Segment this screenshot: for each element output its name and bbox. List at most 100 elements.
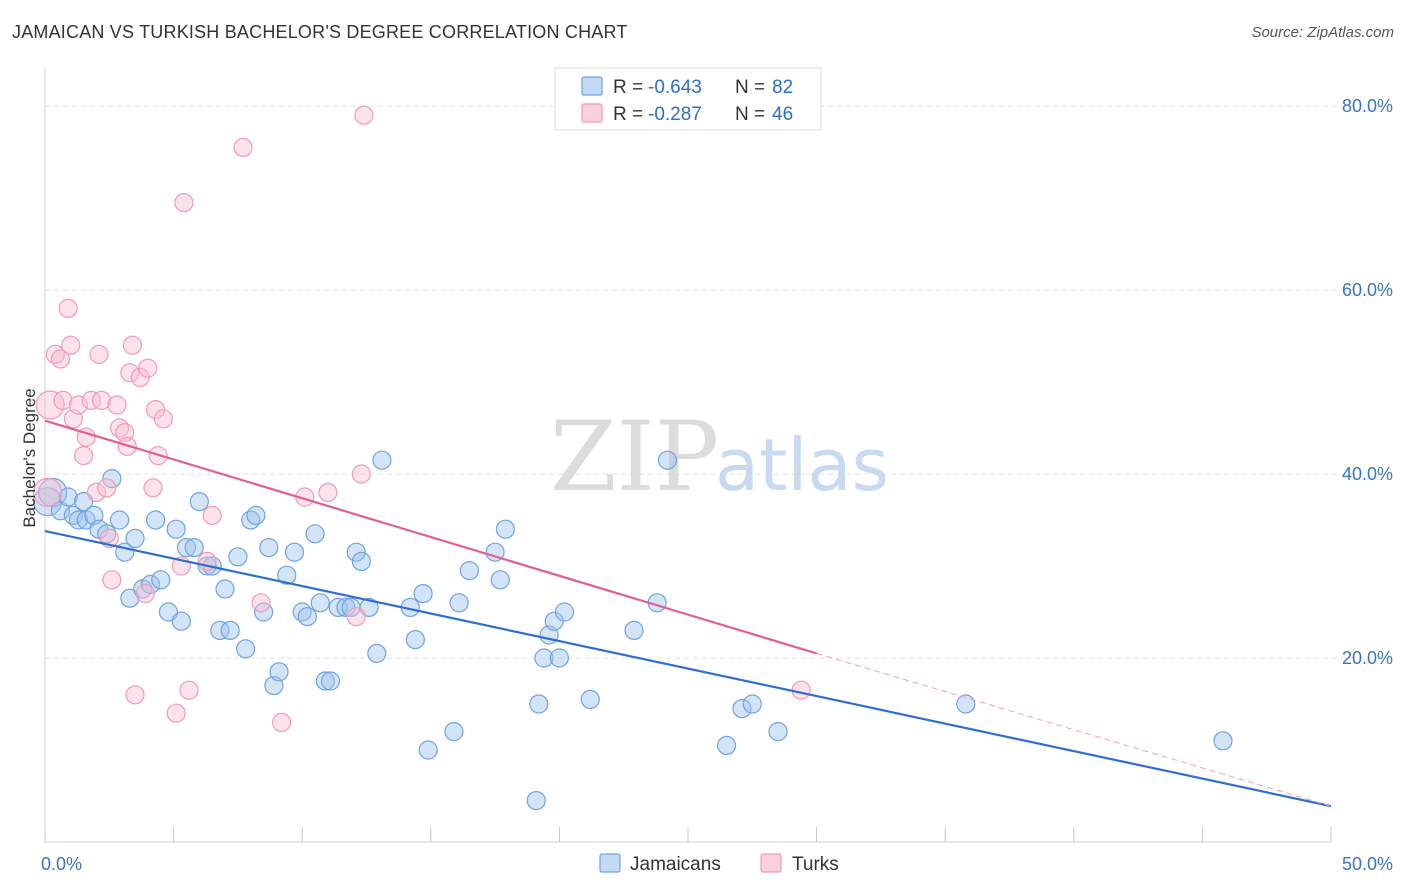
jamaicans-point-5: [68, 510, 89, 530]
jamaicans-point-53: [367, 643, 387, 664]
y-tick-label-0: 20.0%: [1342, 648, 1393, 668]
jamaicans-point-19: [151, 570, 171, 590]
turks-point-42: [318, 482, 338, 502]
jamaicans-point-76: [716, 735, 737, 756]
turks-point-35: [179, 680, 199, 700]
jamaicans-point-72: [580, 689, 600, 710]
jamaicans-point-54: [372, 450, 392, 470]
jamaicans-point-22: [171, 611, 191, 631]
jamaicans-point-58: [418, 740, 438, 760]
source-label: Source: ZipAtlas.com: [1251, 24, 1394, 41]
jamaicans-r-label: R =: [613, 77, 643, 98]
jamaicans-point-17: [140, 574, 161, 595]
turks-trendline-2: [816, 652, 1332, 807]
jamaicans-point-71: [554, 602, 575, 622]
series-legend: Jamaicans Turks: [599, 853, 839, 875]
y-tick-label-2: 60.0%: [1342, 280, 1393, 300]
jamaicans-point-39: [277, 565, 297, 585]
jamaicans-point-36: [259, 537, 279, 558]
jamaicans-point-18: [145, 510, 166, 530]
turks-point-45: [354, 105, 374, 125]
jamaicans-point-44: [310, 593, 330, 613]
jamaicans-point-70: [549, 648, 570, 668]
jamaicans-series-label: Jamaicans: [630, 854, 721, 875]
x-tick-label-1: 50.0%: [1342, 854, 1393, 874]
y-axis-title: Bachelor's Degree: [20, 388, 39, 527]
y-tick-labels: 20.0% 40.0% 60.0% 80.0%: [1342, 96, 1393, 668]
turks-point-28: [143, 478, 163, 498]
jamaicans-point-15: [125, 528, 145, 549]
turks-point-43: [346, 606, 366, 627]
jamaicans-point-64: [495, 519, 515, 539]
jamaicans-point-60: [449, 593, 469, 613]
y-tick-label-3: 80.0%: [1342, 96, 1393, 116]
turks-point-38: [233, 137, 253, 157]
turks-point-46: [791, 680, 811, 700]
jamaicans-point-46: [320, 671, 341, 691]
turks-r-value: -0.287: [648, 104, 702, 125]
turks-point-3: [50, 349, 71, 369]
jamaicans-point-34: [246, 505, 266, 526]
turks-point-39: [251, 593, 271, 613]
jamaicans-point-59: [444, 721, 464, 742]
trendlines: [44, 419, 1332, 808]
turks-point-22: [120, 363, 140, 383]
turks-trendline-1: [44, 419, 817, 655]
turks-legend-swatch: [581, 103, 603, 123]
turks-point-26: [135, 583, 155, 604]
jamaicans-series-swatch: [599, 853, 621, 873]
jamaicans-point-23: [176, 537, 197, 558]
jamaicans-point-77: [732, 698, 752, 719]
turks-point-12: [86, 482, 107, 502]
jamaicans-n-value: 82: [772, 77, 793, 98]
jamaicans-point-66: [529, 694, 549, 714]
turks-point-23: [122, 335, 143, 355]
jamaicans-point-61: [459, 560, 479, 581]
turks-point-11: [81, 390, 101, 410]
jamaicans-point-81: [1213, 731, 1233, 751]
jamaicans-point-50: [346, 542, 366, 562]
turks-point-37: [202, 505, 222, 526]
turks-series-label: Turks: [792, 854, 839, 875]
turks-point-31: [153, 409, 173, 429]
jamaicans-point-51: [351, 551, 371, 572]
jamaicans-point-12: [109, 510, 130, 530]
jamaicans-point-45: [315, 671, 335, 691]
jamaicans-trendline-0: [44, 529, 1332, 808]
jamaicans-r-value: -0.643: [648, 77, 702, 98]
jamaicans-point-65: [526, 790, 546, 811]
jamaicans-point-67: [534, 648, 554, 668]
jamaicans-point-31: [228, 547, 248, 567]
turks-point-27: [138, 358, 158, 378]
watermark-atlas: atlas: [715, 423, 889, 507]
chart-title: JAMAICAN VS TURKISH BACHELOR'S DEGREE CO…: [12, 22, 628, 42]
jamaicans-point-56: [405, 629, 425, 650]
jamaicans-point-57: [413, 583, 433, 604]
turks-point-40: [272, 712, 292, 733]
jamaicans-point-40: [284, 542, 305, 562]
watermark-zip: ZIP: [550, 401, 719, 513]
jamaicans-point-63: [490, 570, 510, 590]
jamaicans-point-28: [210, 620, 230, 641]
jamaicans-point-24: [184, 537, 204, 558]
data-points: [32, 105, 1233, 811]
turks-series-swatch: [760, 853, 782, 873]
turks-point-0: [32, 477, 63, 507]
jamaicans-point-42: [297, 606, 317, 627]
turks-point-18: [107, 395, 127, 415]
turks-n-value: 46: [772, 104, 793, 125]
jamaicans-point-3: [58, 487, 78, 507]
turks-n-label: N =: [735, 104, 765, 125]
jamaicans-point-21: [166, 519, 186, 539]
jamaicans-point-79: [768, 721, 788, 742]
jamaicans-point-73: [624, 620, 644, 641]
turks-point-14: [91, 390, 112, 410]
turks-point-15: [97, 478, 117, 498]
turks-point-9: [73, 446, 94, 466]
jamaicans-point-38: [269, 662, 289, 682]
jamaicans-point-32: [236, 639, 256, 659]
turks-point-17: [102, 570, 122, 590]
jamaicans-point-75: [657, 450, 678, 470]
stats-legend: R = -0.643 N = 82 R = -0.287 N = 46: [554, 67, 822, 131]
turks-point-44: [351, 464, 371, 484]
